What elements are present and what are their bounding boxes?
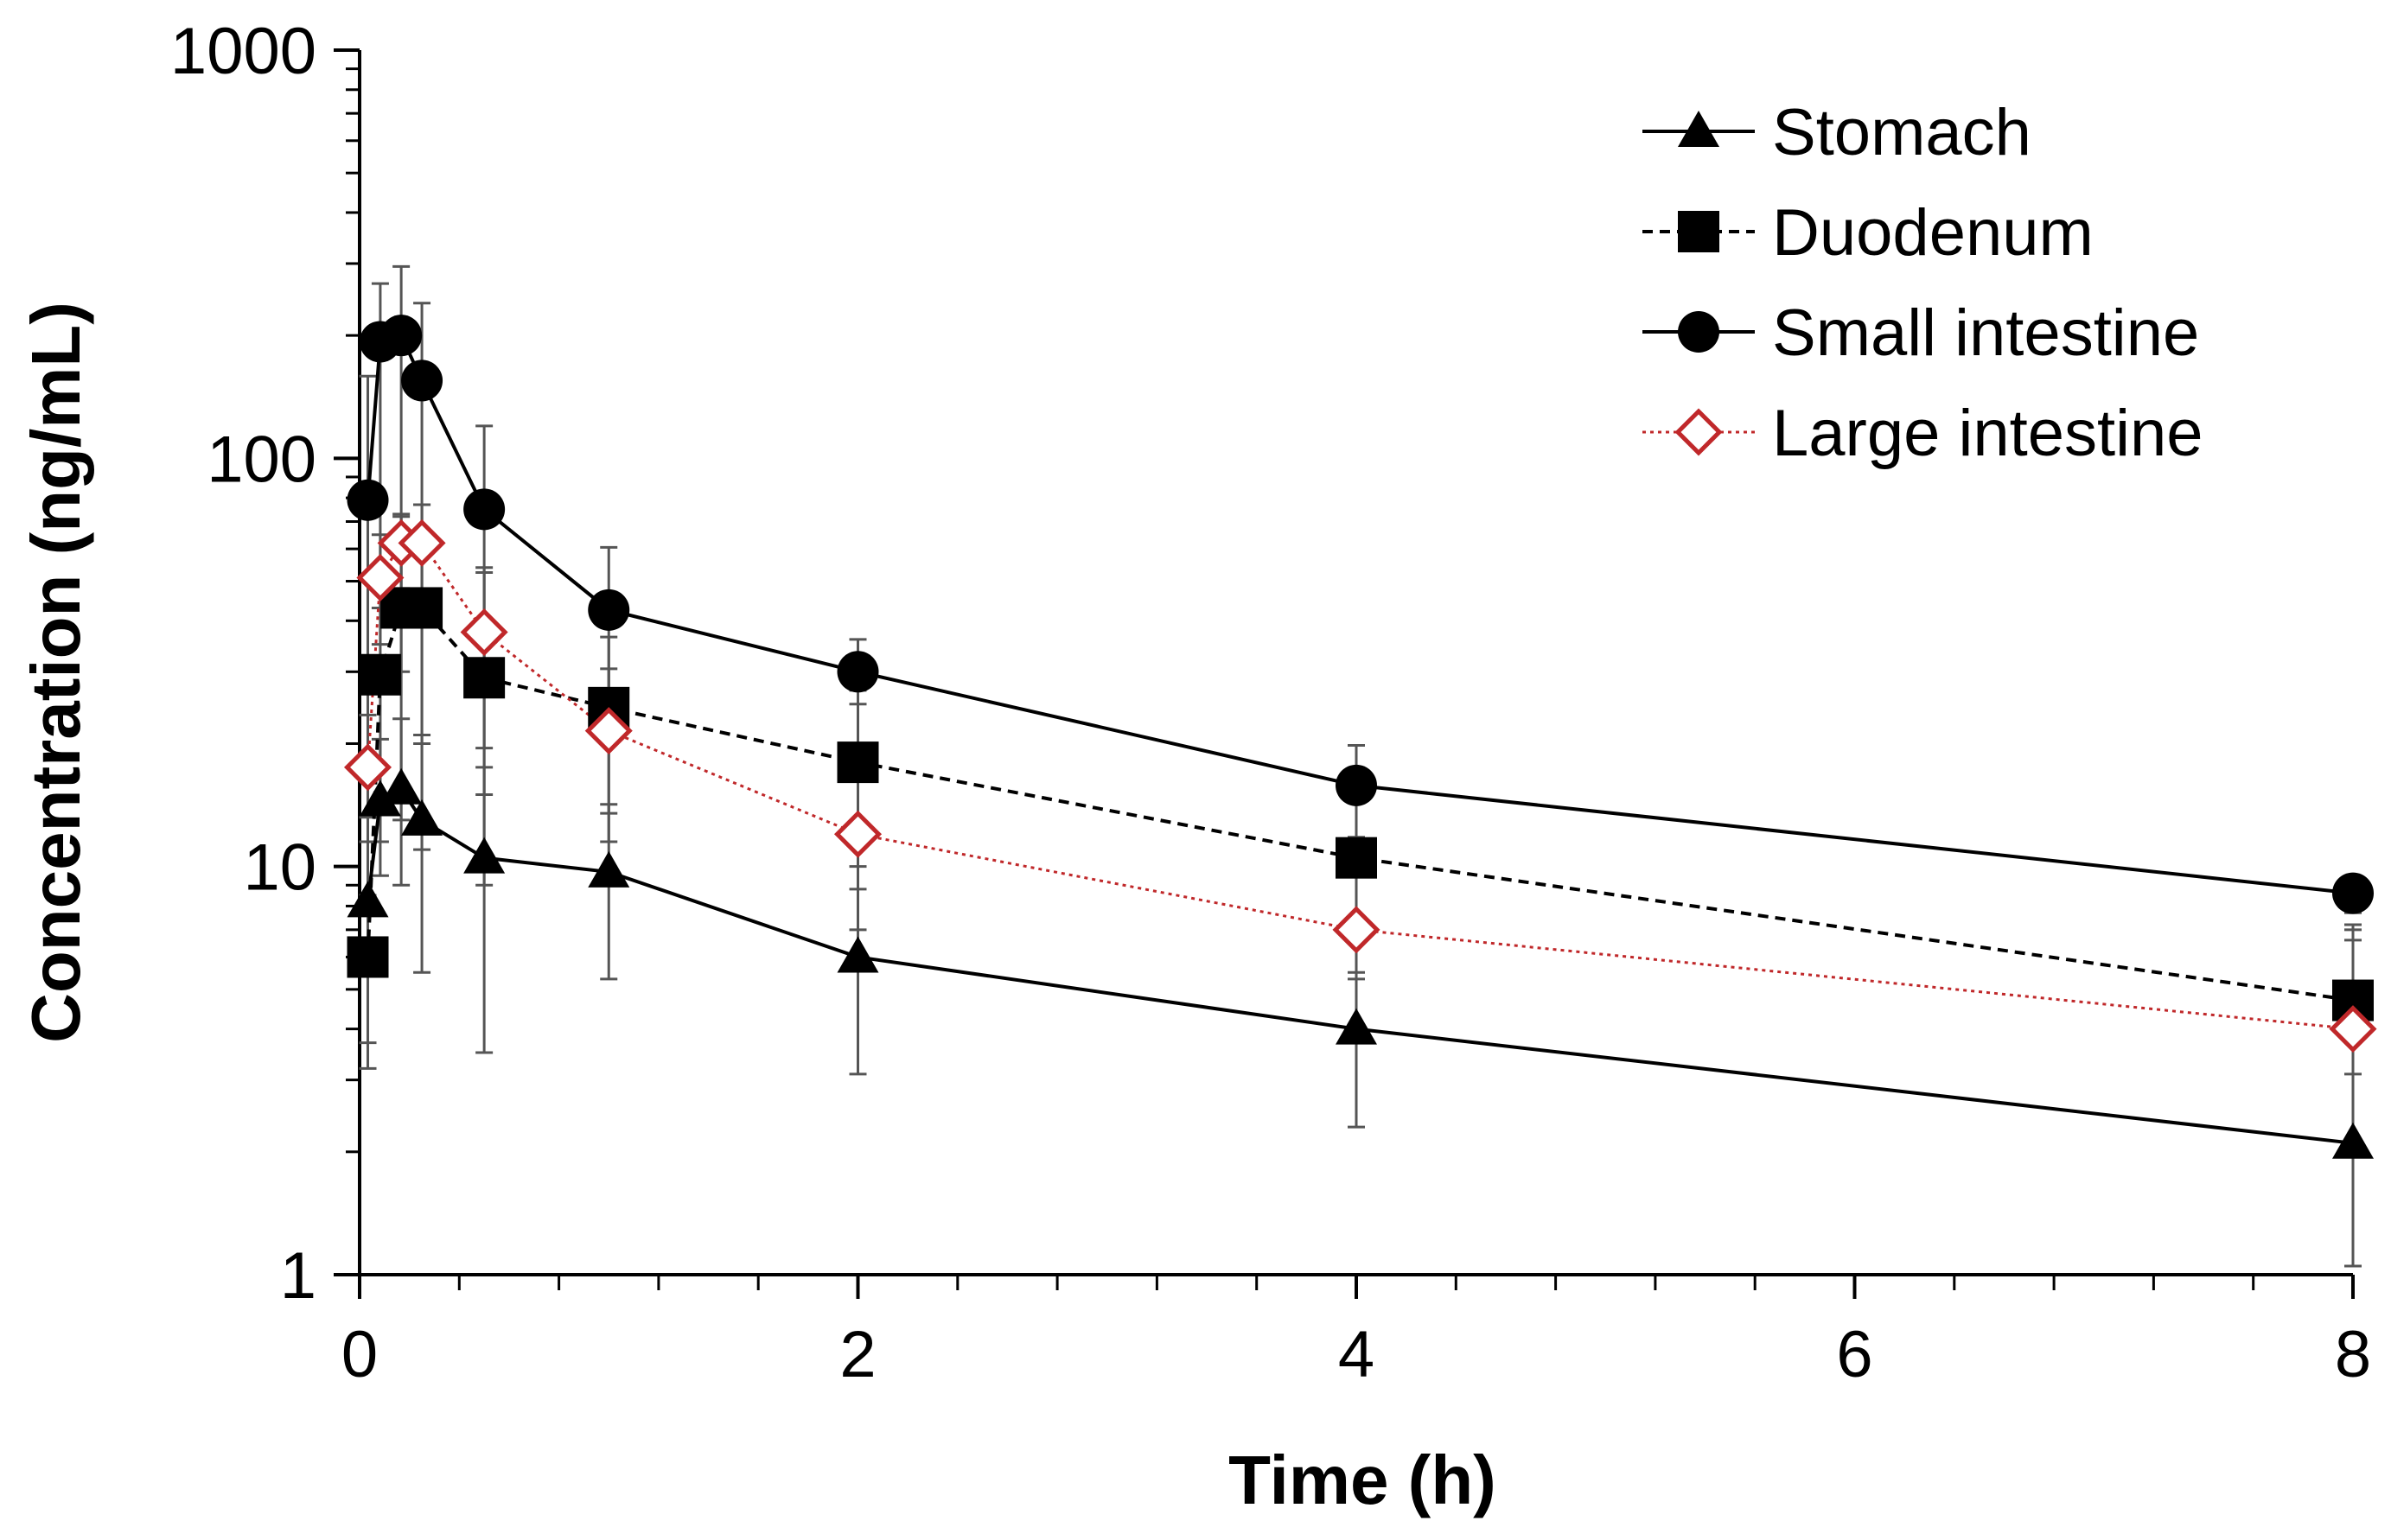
x-tick-label: 8 bbox=[2335, 1318, 2371, 1391]
small-intestine-point bbox=[1336, 764, 1377, 806]
large-intestine-point bbox=[343, 743, 392, 792]
large-intestine-point bbox=[1332, 906, 1380, 954]
legend-duodenum-label: Duodenum bbox=[1772, 196, 2094, 270]
legend-large-intestine-label: Large intestine bbox=[1772, 397, 2203, 470]
stomach-point bbox=[2332, 1122, 2374, 1159]
large-intestine-point bbox=[356, 553, 405, 601]
large-intestine-point bbox=[584, 707, 633, 755]
large-intestine-point bbox=[460, 608, 508, 657]
duodenum-point bbox=[1336, 837, 1377, 879]
stomach-point bbox=[347, 881, 389, 918]
stomach-point bbox=[837, 936, 879, 973]
x-tick-label: 4 bbox=[1338, 1318, 1374, 1391]
duodenum-point bbox=[347, 936, 389, 978]
legend: Stomach Duodenum Small intestine Large inte… bbox=[1642, 96, 2203, 470]
large-intestine-point bbox=[833, 810, 883, 858]
x-axis-title: Time (h) bbox=[1228, 1441, 1496, 1518]
legend-duodenum-marker bbox=[1678, 211, 1719, 252]
small-intestine-point bbox=[401, 360, 443, 402]
small-intestine-point bbox=[2332, 872, 2374, 914]
small-intestine-point bbox=[347, 479, 389, 521]
duodenum-point bbox=[463, 657, 506, 699]
legend-stomach-marker bbox=[1678, 111, 1719, 147]
small-intestine-point bbox=[837, 651, 879, 693]
stomach-point bbox=[463, 837, 506, 874]
stomach-point bbox=[380, 767, 423, 805]
stomach-point bbox=[1336, 1008, 1377, 1045]
duodenum-point bbox=[837, 741, 879, 784]
duodenum-point bbox=[401, 587, 443, 629]
stomach-point bbox=[401, 799, 443, 836]
legend-small-intestine-marker bbox=[1678, 311, 1719, 353]
small-intestine-point bbox=[380, 315, 423, 357]
x-tick-label: 2 bbox=[839, 1318, 876, 1391]
legend-stomach-label: Stomach bbox=[1772, 96, 2031, 169]
large-intestine-point bbox=[398, 519, 446, 567]
y-tick-label: 1 bbox=[280, 1239, 316, 1313]
duodenum-point bbox=[359, 653, 401, 696]
small-intestine-point bbox=[463, 488, 506, 531]
y-axis-title: Concentration (ng/mL) bbox=[17, 302, 94, 1043]
small-intestine-point bbox=[588, 589, 630, 631]
axes-layer: 1 10 100 1000 0 2 4 6 8 bbox=[170, 15, 2371, 1391]
stomach-point bbox=[588, 850, 630, 888]
x-tick-label: 0 bbox=[341, 1318, 378, 1391]
large-intestine-point bbox=[2329, 1005, 2377, 1053]
y-tick-label: 100 bbox=[207, 423, 316, 496]
legend-small-intestine-label: Small intestine bbox=[1772, 296, 2199, 370]
series-markers bbox=[343, 315, 2377, 1159]
y-tick-label: 1000 bbox=[170, 15, 316, 88]
stomach-point bbox=[359, 780, 401, 817]
x-tick-label: 6 bbox=[1836, 1318, 1872, 1391]
y-tick-label: 10 bbox=[243, 831, 316, 905]
legend-large-intestine-marker bbox=[1674, 408, 1723, 456]
